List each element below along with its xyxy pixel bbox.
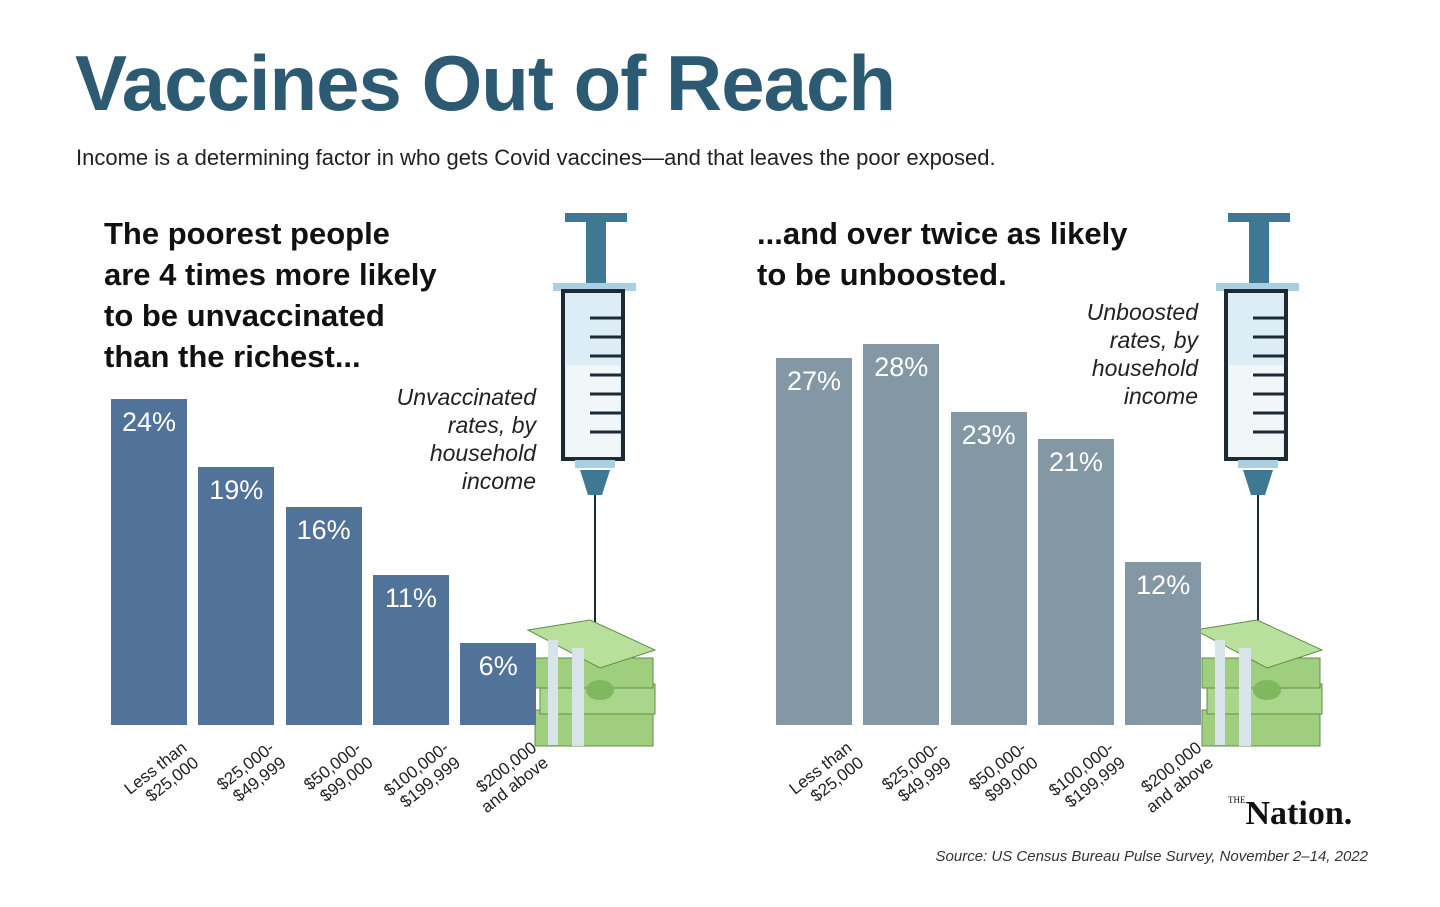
- value-label: 6%: [478, 651, 518, 682]
- title: Vaccines Out of Reach: [75, 39, 896, 127]
- logo-small: THE: [1228, 795, 1246, 805]
- bar: [111, 398, 187, 725]
- value-label: 11%: [384, 583, 437, 614]
- logo-main: Nation.: [1245, 795, 1353, 832]
- value-label: 12%: [1136, 569, 1191, 600]
- bar: [460, 643, 537, 725]
- bar: [950, 412, 1027, 725]
- bar: [863, 344, 940, 725]
- value-label: 19%: [209, 474, 264, 505]
- value-label: 16%: [296, 515, 351, 546]
- value-label: 28%: [874, 352, 929, 383]
- source: Source: US Census Bureau Pulse Survey, N…: [935, 848, 1368, 865]
- bar: [372, 575, 449, 725]
- annotation: Unboosted rates, by household income: [1086, 299, 1198, 409]
- value-label: 24%: [121, 406, 177, 437]
- subtitle: Income is a determining factor in who ge…: [76, 145, 996, 170]
- bar: [1125, 561, 1202, 725]
- syringe: [553, 213, 636, 640]
- money-stack: [526, 619, 657, 747]
- bar: [285, 507, 362, 725]
- bar: [776, 357, 852, 725]
- chart-heading: The poorest people are 4 times more like…: [104, 216, 437, 374]
- logo: THENation.: [1228, 795, 1352, 833]
- bar: [1037, 439, 1114, 725]
- annotation: Unvaccinated rates, by household income: [396, 384, 536, 494]
- bar: [198, 466, 275, 725]
- value-label: 21%: [1048, 447, 1103, 478]
- value-label: 23%: [961, 420, 1016, 451]
- value-label: 27%: [786, 365, 842, 396]
- chart-heading: ...and over twice as likely to be unboos…: [757, 216, 1128, 292]
